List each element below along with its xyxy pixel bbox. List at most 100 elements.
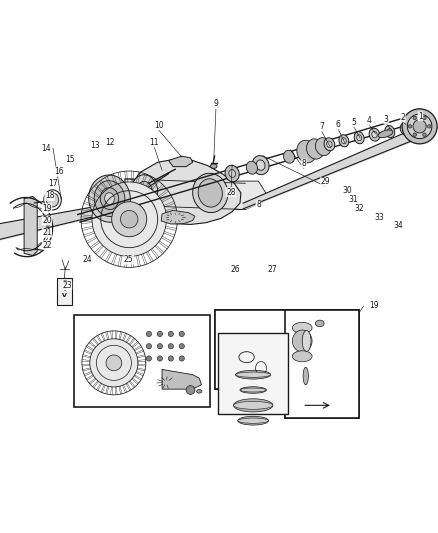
Ellipse shape: [246, 161, 258, 174]
Ellipse shape: [197, 390, 202, 393]
Ellipse shape: [387, 128, 392, 135]
Circle shape: [402, 109, 437, 144]
Circle shape: [157, 332, 162, 336]
Ellipse shape: [94, 181, 125, 216]
Polygon shape: [215, 310, 359, 418]
Circle shape: [168, 344, 173, 349]
Polygon shape: [162, 369, 201, 389]
Text: 5: 5: [351, 118, 357, 127]
Circle shape: [413, 133, 417, 136]
Polygon shape: [169, 156, 193, 167]
Ellipse shape: [236, 370, 271, 379]
Polygon shape: [161, 211, 195, 224]
Circle shape: [168, 356, 173, 361]
Text: 2: 2: [401, 113, 405, 122]
Text: 30: 30: [343, 186, 353, 195]
Text: 18: 18: [45, 191, 54, 200]
Ellipse shape: [131, 175, 158, 207]
Ellipse shape: [315, 320, 324, 327]
Circle shape: [413, 116, 417, 120]
Ellipse shape: [193, 173, 228, 213]
Text: 31: 31: [348, 195, 358, 204]
Ellipse shape: [137, 181, 152, 201]
Text: 10: 10: [154, 121, 163, 130]
Ellipse shape: [225, 165, 239, 182]
Text: 7: 7: [319, 122, 324, 131]
Text: 23: 23: [62, 281, 72, 290]
Circle shape: [179, 332, 184, 336]
Ellipse shape: [46, 193, 59, 207]
Ellipse shape: [292, 351, 312, 362]
Circle shape: [146, 344, 152, 349]
Ellipse shape: [229, 169, 236, 177]
Ellipse shape: [369, 128, 380, 141]
Circle shape: [413, 120, 426, 133]
Ellipse shape: [238, 416, 268, 425]
Circle shape: [168, 332, 173, 336]
Ellipse shape: [198, 179, 223, 207]
Text: 13: 13: [91, 141, 100, 150]
Text: 19: 19: [370, 302, 379, 310]
Ellipse shape: [357, 135, 362, 141]
Text: 15: 15: [65, 155, 75, 164]
Ellipse shape: [105, 193, 114, 205]
Ellipse shape: [238, 418, 268, 423]
Ellipse shape: [283, 150, 295, 163]
Text: 8: 8: [302, 159, 306, 168]
Ellipse shape: [324, 138, 335, 151]
Text: R: R: [62, 280, 67, 285]
Circle shape: [186, 386, 195, 394]
Text: 9: 9: [213, 99, 219, 108]
Bar: [285, 310, 359, 418]
Ellipse shape: [341, 138, 346, 144]
Text: 26: 26: [231, 264, 240, 273]
Circle shape: [146, 332, 152, 336]
Circle shape: [423, 133, 426, 136]
Text: 27: 27: [268, 264, 277, 273]
Circle shape: [90, 339, 138, 387]
Bar: [74, 314, 210, 407]
Text: 4: 4: [367, 116, 372, 125]
Text: 28: 28: [226, 188, 236, 197]
Ellipse shape: [240, 388, 266, 392]
Ellipse shape: [414, 119, 427, 134]
Ellipse shape: [292, 330, 312, 352]
Text: 8: 8: [256, 200, 261, 209]
Ellipse shape: [210, 164, 217, 168]
Text: 24: 24: [83, 255, 92, 264]
Ellipse shape: [378, 130, 393, 138]
Ellipse shape: [307, 139, 324, 159]
Text: 22: 22: [42, 240, 52, 249]
Ellipse shape: [339, 135, 349, 147]
Text: 20: 20: [42, 216, 52, 225]
Circle shape: [92, 182, 166, 256]
Polygon shape: [125, 179, 269, 209]
Ellipse shape: [233, 401, 273, 409]
Ellipse shape: [297, 140, 316, 163]
Ellipse shape: [400, 123, 410, 135]
Text: 34: 34: [394, 221, 403, 230]
Circle shape: [157, 356, 162, 361]
Text: 32: 32: [354, 204, 364, 213]
Circle shape: [179, 356, 184, 361]
Ellipse shape: [315, 138, 331, 156]
Text: 11: 11: [149, 138, 159, 147]
Ellipse shape: [292, 322, 312, 333]
Text: 12: 12: [106, 138, 115, 147]
Polygon shape: [24, 197, 37, 255]
Circle shape: [120, 211, 138, 228]
Text: 1: 1: [418, 112, 423, 121]
Ellipse shape: [88, 175, 131, 222]
Text: 17: 17: [48, 179, 57, 188]
Ellipse shape: [233, 399, 273, 412]
Text: 21: 21: [42, 228, 52, 237]
Circle shape: [427, 125, 431, 128]
Text: 19: 19: [42, 204, 52, 213]
Circle shape: [179, 344, 184, 349]
Text: 16: 16: [54, 167, 64, 176]
Text: 3: 3: [384, 115, 389, 124]
Ellipse shape: [256, 160, 265, 171]
Circle shape: [157, 344, 162, 349]
Ellipse shape: [372, 132, 377, 138]
Ellipse shape: [403, 126, 408, 132]
